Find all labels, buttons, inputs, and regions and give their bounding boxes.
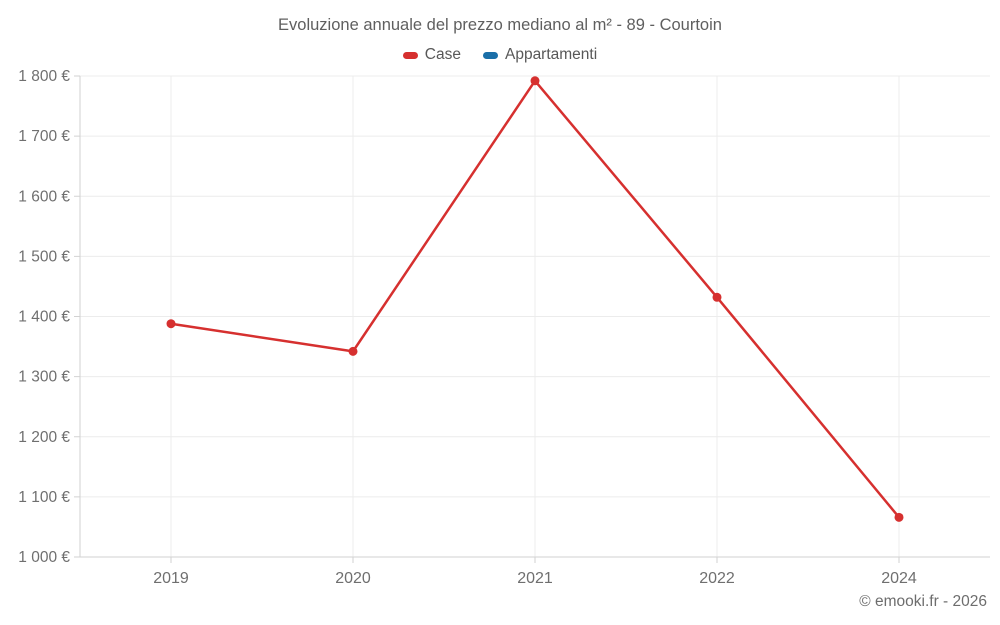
y-axis-tick-label: 1 000 € — [18, 549, 70, 566]
y-axis-tick-label: 1 800 € — [18, 68, 70, 85]
appartamenti-legend-swatch-icon — [482, 51, 498, 59]
legend-item-case[interactable]: Case — [402, 46, 461, 64]
case-legend-swatch-icon — [402, 51, 418, 59]
x-axis-tick-label: 2021 — [517, 570, 553, 587]
legend-label-case: Case — [424, 46, 461, 63]
legend-item-appartamenti[interactable]: Appartamenti — [482, 46, 598, 64]
x-axis-tick-label: 2024 — [881, 570, 917, 587]
legend: Case Appartamenti — [0, 46, 1000, 64]
data-point-case-2020[interactable] — [348, 346, 358, 356]
x-axis-tick-label: 2020 — [335, 570, 371, 587]
legend-label-appartamenti: Appartamenti — [504, 46, 598, 63]
y-axis-tick-label: 1 300 € — [18, 369, 70, 386]
data-point-case-2024[interactable] — [894, 512, 904, 522]
x-axis-tick-label: 2022 — [699, 570, 735, 587]
data-point-case-2021[interactable] — [530, 76, 540, 86]
x-axis-tick-label: 2019 — [153, 570, 189, 587]
data-point-case-2019[interactable] — [166, 319, 176, 329]
y-axis-tick-label: 1 500 € — [18, 248, 70, 265]
data-point-case-2022[interactable] — [712, 292, 722, 302]
y-axis-tick-label: 1 600 € — [18, 188, 70, 205]
y-axis-tick-label: 1 700 € — [18, 128, 70, 145]
y-axis-tick-label: 1 400 € — [18, 309, 70, 326]
y-axis-tick-label: 1 200 € — [18, 429, 70, 446]
copyright-footer: © emooki.fr - 2026 — [859, 593, 987, 610]
y-axis-tick-label: 1 100 € — [18, 489, 70, 506]
chart-title: Evoluzione annuale del prezzo mediano al… — [278, 16, 722, 34]
